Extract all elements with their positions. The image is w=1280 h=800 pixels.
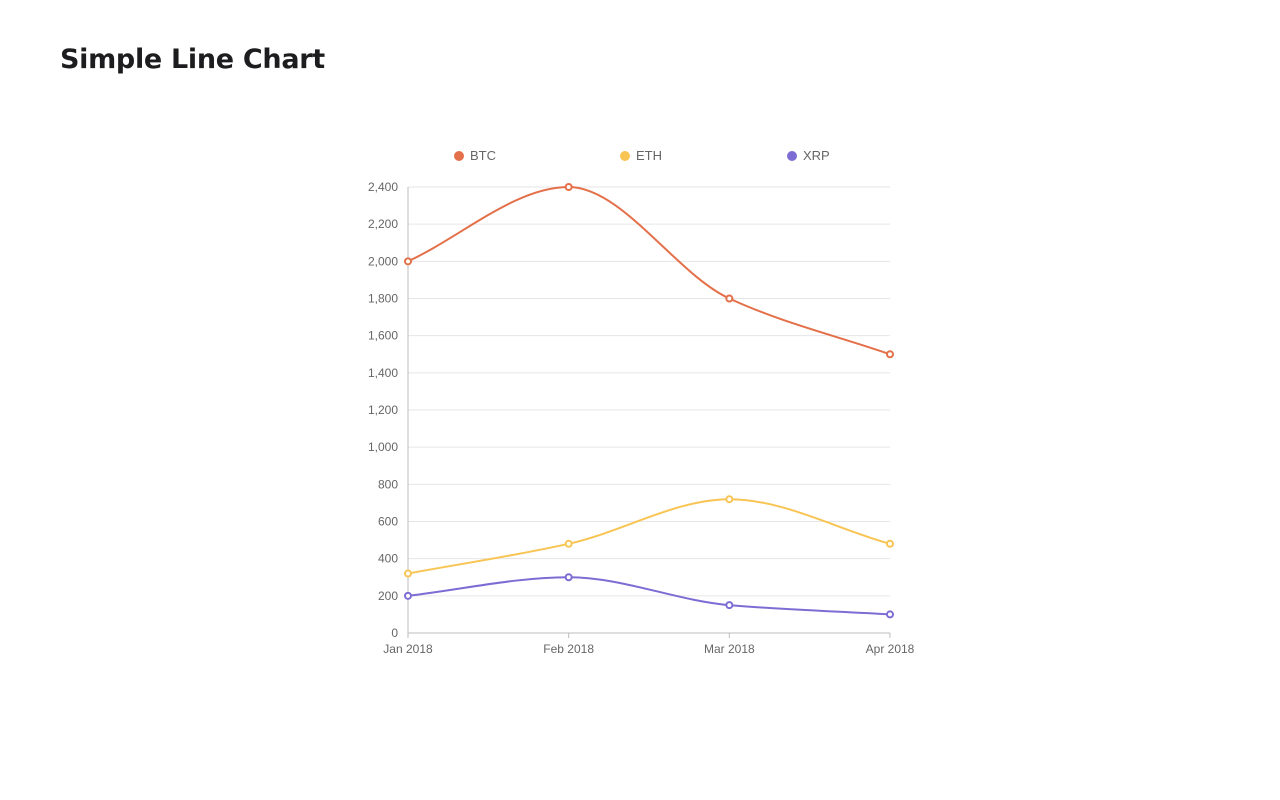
y-tick-label: 800: [378, 477, 398, 491]
data-point-btc: [404, 257, 412, 266]
y-tick-label: 600: [378, 515, 398, 529]
series-line-btc: [407, 185, 891, 356]
y-tick-label: 0: [391, 626, 398, 640]
data-point-eth: [725, 495, 734, 504]
series-line-eth: [407, 498, 891, 575]
chart-legend: BTC ETH XRP: [340, 148, 940, 168]
line-chart: BTC ETH XRP 0 200 400 600 800 1,000 1,200 1,400 1,…: [340, 130, 940, 690]
y-tick-label: 200: [378, 589, 398, 603]
legend-label-xrp: XRP: [803, 148, 830, 163]
y-tick-label: 2,400: [368, 180, 398, 194]
legend-dot-xrp: [787, 150, 797, 161]
y-tick-label: 1,000: [368, 440, 398, 454]
y-tick-label: 1,600: [368, 329, 398, 343]
x-tick-label: Apr 2018: [866, 642, 915, 656]
data-point-xrp: [564, 573, 573, 582]
y-tick-label: 2,000: [368, 254, 398, 268]
data-point-eth: [564, 539, 573, 548]
chart-canvas: 0 200 400 600 800 1,000 1,200 1,400 1,600 1,800 2,…: [368, 180, 915, 656]
x-tick-label: Jan 2018: [383, 642, 433, 656]
data-point-eth: [404, 569, 412, 578]
legend-dot-btc: [454, 150, 464, 161]
x-tick-label: Feb 2018: [543, 642, 594, 656]
legend-label-btc: BTC: [470, 148, 496, 163]
data-point-btc: [725, 294, 734, 303]
data-point-eth: [886, 539, 894, 548]
legend-item-eth[interactable]: ETH: [620, 148, 662, 163]
legend-item-xrp[interactable]: XRP: [787, 148, 830, 163]
legend-dot-eth: [620, 150, 630, 161]
data-point-btc: [564, 183, 573, 191]
y-tick-label: 2,200: [368, 217, 398, 231]
data-point-xrp: [725, 601, 734, 610]
y-tick-label: 1,400: [368, 366, 398, 380]
page-title: Simple Line Chart: [60, 44, 325, 75]
y-tick-label: 1,800: [368, 292, 398, 306]
y-tick-label: 1,200: [368, 403, 398, 417]
legend-label-eth: ETH: [636, 148, 662, 163]
data-point-xrp: [886, 610, 894, 619]
data-point-xrp: [404, 591, 412, 600]
x-tick-label: Mar 2018: [704, 642, 755, 656]
data-point-btc: [886, 350, 894, 359]
legend-item-btc[interactable]: BTC: [454, 148, 496, 163]
y-tick-label: 400: [378, 552, 398, 566]
series-line-xrp: [407, 576, 891, 616]
